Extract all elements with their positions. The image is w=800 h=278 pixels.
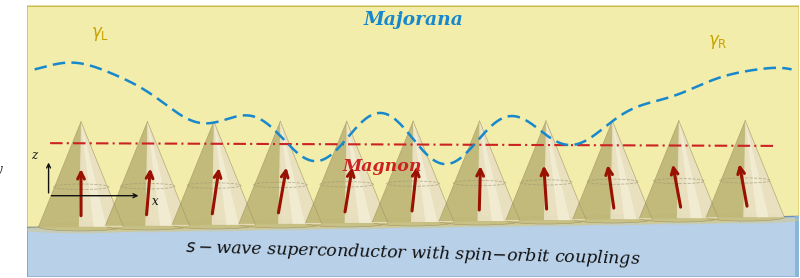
Ellipse shape (706, 214, 784, 221)
Text: $s-$wave superconductor with spin$-$orbit couplings: $s-$wave superconductor with spin$-$orbi… (186, 237, 641, 270)
Ellipse shape (573, 215, 652, 223)
Ellipse shape (490, 219, 602, 227)
Text: $\gamma_\mathrm{R}$: $\gamma_\mathrm{R}$ (709, 33, 728, 51)
Polygon shape (27, 217, 799, 277)
Ellipse shape (289, 222, 404, 229)
Polygon shape (746, 121, 769, 217)
Polygon shape (706, 121, 747, 217)
Polygon shape (306, 121, 349, 223)
Ellipse shape (624, 217, 734, 224)
Ellipse shape (22, 226, 141, 233)
Ellipse shape (38, 223, 123, 231)
Ellipse shape (172, 221, 256, 229)
Polygon shape (79, 122, 123, 227)
Polygon shape (544, 121, 586, 220)
Ellipse shape (239, 220, 322, 228)
Polygon shape (147, 121, 173, 226)
Polygon shape (679, 121, 702, 218)
Polygon shape (795, 217, 799, 277)
Polygon shape (478, 121, 520, 221)
Polygon shape (506, 121, 548, 220)
Text: z: z (31, 149, 38, 162)
Text: $\gamma_\mathrm{L}$: $\gamma_\mathrm{L}$ (91, 25, 110, 43)
Polygon shape (239, 121, 282, 224)
Ellipse shape (557, 218, 668, 225)
Ellipse shape (423, 220, 536, 227)
Polygon shape (172, 121, 216, 225)
Ellipse shape (306, 219, 388, 227)
Polygon shape (81, 122, 106, 227)
Polygon shape (439, 121, 482, 221)
Polygon shape (346, 121, 371, 223)
Text: Majorana: Majorana (363, 11, 463, 29)
Ellipse shape (639, 214, 718, 222)
Polygon shape (411, 121, 454, 222)
Polygon shape (214, 121, 239, 225)
Ellipse shape (155, 224, 272, 231)
Polygon shape (639, 121, 681, 218)
Ellipse shape (106, 222, 190, 230)
Polygon shape (146, 121, 190, 226)
Polygon shape (212, 121, 256, 225)
Ellipse shape (506, 216, 586, 224)
Text: x: x (152, 195, 158, 208)
Polygon shape (372, 121, 415, 222)
Polygon shape (610, 121, 652, 219)
Text: Magnon: Magnon (342, 158, 422, 175)
Ellipse shape (356, 221, 470, 229)
Polygon shape (743, 121, 784, 217)
Polygon shape (413, 121, 438, 222)
Polygon shape (106, 121, 150, 226)
Polygon shape (677, 121, 718, 218)
Polygon shape (612, 121, 636, 219)
Ellipse shape (89, 225, 206, 232)
Text: y: y (0, 163, 2, 176)
Ellipse shape (690, 217, 800, 224)
Polygon shape (278, 121, 322, 224)
Polygon shape (38, 122, 83, 227)
Ellipse shape (222, 223, 338, 230)
Ellipse shape (372, 218, 454, 226)
Polygon shape (280, 121, 305, 224)
Polygon shape (546, 121, 570, 220)
Polygon shape (345, 121, 388, 223)
Polygon shape (573, 121, 614, 219)
Ellipse shape (439, 217, 520, 225)
Polygon shape (27, 6, 799, 227)
Polygon shape (479, 121, 504, 221)
